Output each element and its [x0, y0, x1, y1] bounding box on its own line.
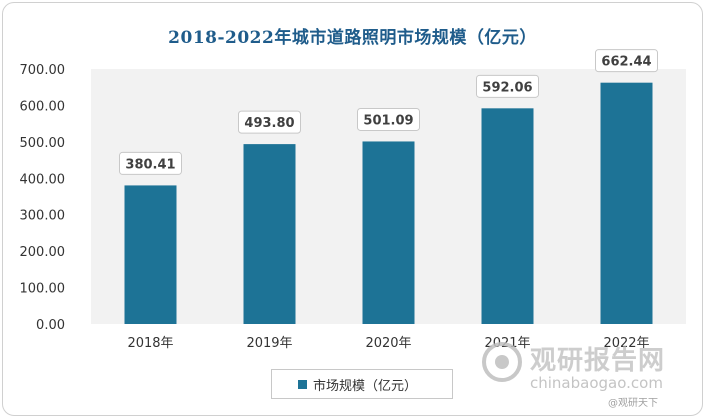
legend-label: 市场规模（亿元）	[313, 378, 418, 394]
y-axis-ticks: 0.00 100.00 200.00 300.00 400.00 500.00 600.00…	[20, 63, 66, 333]
x-tick-label: 2020年	[365, 336, 411, 351]
x-tick-label: 2018年	[127, 336, 173, 351]
x-tick-label: 2021年	[484, 336, 530, 351]
bar	[124, 185, 177, 324]
data-label-box	[595, 49, 658, 73]
y-tick-label: 200.00	[20, 245, 66, 260]
data-label: 493.80	[244, 116, 294, 131]
y-tick-label: 500.00	[20, 136, 66, 151]
y-tick-label: 0.00	[36, 318, 65, 333]
y-tick-label: 400.00	[20, 172, 66, 187]
data-label: 592.06	[482, 80, 532, 95]
bar	[243, 144, 296, 324]
chart-title: 2018-2022年城市道路照明市场规模（亿元）	[168, 28, 537, 48]
bar-chart: 0.00 100.00 200.00 300.00 400.00 500.00 600.00…	[20, 49, 686, 351]
bars: 380.41 493.80 501.09 592.06 662.44	[119, 49, 658, 324]
data-label-box	[357, 107, 420, 131]
x-tick-label: 2019年	[246, 336, 292, 351]
x-axis-ticks: 2018年 2019年 2020年 2021年 2022年	[127, 336, 649, 351]
bar	[600, 82, 653, 324]
y-tick-label: 300.00	[20, 209, 66, 224]
y-tick-label: 600.00	[20, 99, 66, 114]
data-label: 662.44	[601, 55, 651, 70]
y-tick-label: 700.00	[20, 63, 66, 78]
bar	[481, 108, 534, 324]
data-label-box	[238, 110, 301, 134]
legend: 市场规模（亿元）	[271, 369, 453, 399]
data-label-box	[476, 74, 539, 98]
y-tick-label: 100.00	[20, 282, 66, 297]
legend-swatch	[298, 379, 307, 389]
bar	[362, 141, 415, 324]
x-tick-label: 2022年	[603, 336, 649, 351]
data-label-box	[119, 151, 182, 175]
data-label: 380.41	[125, 157, 175, 172]
data-label: 501.09	[363, 113, 413, 128]
